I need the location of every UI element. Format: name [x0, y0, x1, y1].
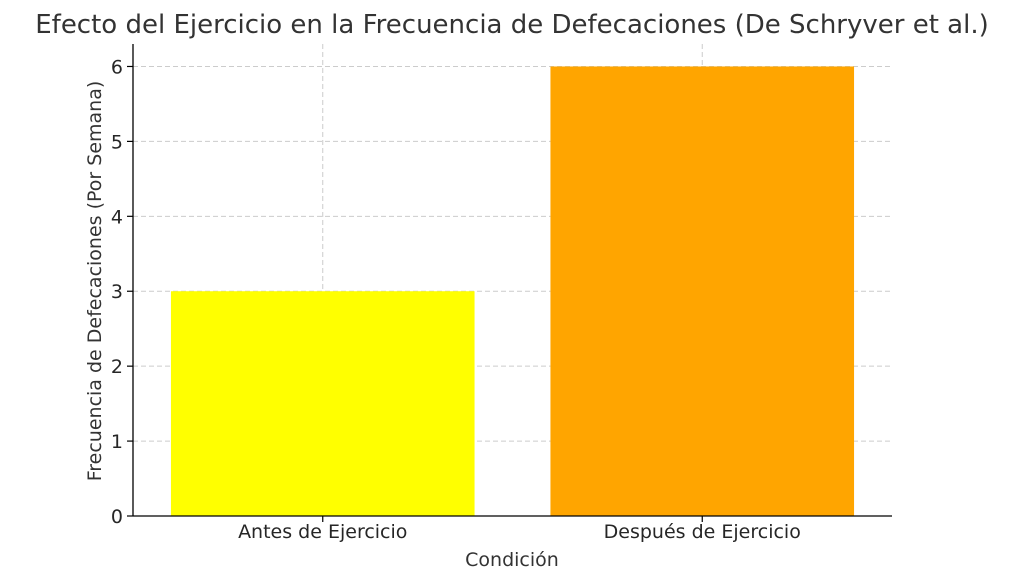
x-axis-label: Condición	[465, 549, 559, 571]
y-tick-label: 1	[111, 431, 123, 453]
chart-title: Efecto del Ejercicio en la Frecuencia de…	[35, 10, 989, 40]
ticks: 0 1 2 3 4 5 6 Antes de Ejercicio Después de Ejer…	[111, 56, 801, 543]
bar-1	[170, 291, 475, 516]
y-tick-label: 2	[111, 356, 123, 378]
y-tick-label: 6	[111, 56, 123, 78]
y-tick-label: 3	[111, 281, 123, 303]
x-tick-label: Antes de Ejercicio	[238, 521, 407, 543]
bars	[170, 66, 855, 516]
y-axis-label: Frecuencia de Defecaciones (Por Semana)	[84, 81, 106, 482]
y-tick-label: 0	[111, 506, 123, 528]
x-tick-label: Después de Ejercicio	[604, 521, 801, 543]
bar-2	[550, 66, 855, 516]
y-tick-label: 5	[111, 131, 123, 153]
y-tick-label: 4	[111, 206, 123, 228]
axes	[132, 44, 892, 517]
